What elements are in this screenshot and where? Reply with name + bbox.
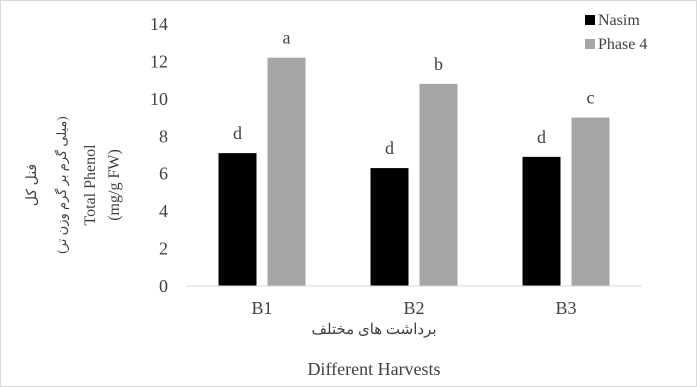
significance-label: b	[434, 54, 443, 74]
y-axis-title: فنل کل (میلی گرم بر گرم وزن تر) Total Ph…	[25, 116, 123, 253]
significance-label: d	[385, 138, 394, 158]
y-axis-tick-labels: 0 2 4 6 8 10 12 14	[150, 14, 168, 296]
x-axis-title: برداشت های مختلف Different Harvests	[307, 322, 440, 379]
x-axis-title-line: برداشت های مختلف	[311, 322, 436, 338]
x-tick-label: B1	[251, 298, 272, 318]
y-axis-title-line: فنل کل	[25, 164, 40, 206]
x-axis-title-line: Different Harvests	[307, 359, 440, 379]
bars	[218, 57, 610, 286]
bar	[267, 57, 306, 286]
significance-label: d	[233, 123, 242, 143]
significance-labels: d a d b d c	[233, 28, 595, 158]
y-tick-label: 12	[150, 51, 168, 71]
significance-label: d	[537, 127, 546, 147]
legend-swatch	[585, 39, 595, 49]
bar	[571, 117, 610, 286]
legend-label: Nasim	[598, 12, 640, 29]
y-tick-label: 0	[159, 276, 168, 296]
y-tick-label: 8	[159, 126, 168, 146]
legend-label: Phase 4	[598, 36, 647, 53]
bar	[419, 83, 458, 286]
y-tick-label: 6	[159, 164, 168, 184]
bar	[522, 156, 561, 286]
x-tick-label: B2	[403, 298, 424, 318]
significance-label: a	[283, 28, 291, 48]
y-tick-label: 14	[150, 14, 168, 34]
legend-swatch	[585, 15, 595, 25]
y-axis-title-line: (میلی گرم بر گرم وزن تر)	[54, 116, 70, 253]
bar	[370, 168, 409, 286]
y-tick-label: 10	[150, 89, 168, 109]
y-tick-label: 2	[159, 239, 168, 259]
legend: Nasim Phase 4	[585, 12, 647, 53]
x-axis-tick-labels: B1 B2 B3	[251, 298, 576, 318]
y-axis-title-line: (mg/g FW)	[106, 149, 123, 221]
bar	[218, 153, 257, 286]
y-axis-title-line: Total Phenol	[82, 144, 99, 226]
significance-label: c	[587, 88, 595, 108]
y-tick-label: 4	[159, 201, 168, 221]
x-tick-label: B3	[555, 298, 576, 318]
